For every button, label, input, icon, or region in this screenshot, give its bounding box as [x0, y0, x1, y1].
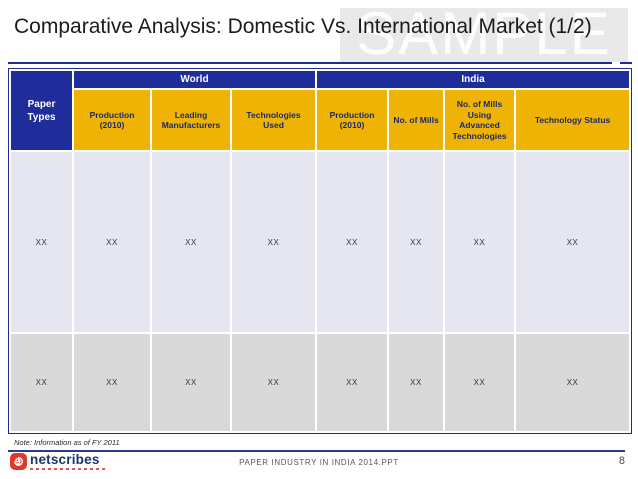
corner-header-paper-types: Paper Types [11, 71, 72, 150]
table-row: XX XX XX XX XX XX XX XX [11, 334, 630, 431]
group-header-world: World [74, 71, 316, 88]
table-cell: XX [11, 152, 72, 332]
note-text: Note: Information as of FY 2011 [14, 438, 120, 447]
slide-title: Comparative Analysis: Domestic Vs. Inter… [14, 15, 592, 38]
group-header-india: India [317, 71, 630, 88]
column-header-india-production: Production (2010) [317, 90, 388, 150]
footer-filename: PAPER INDUSTRY IN INDIA 2014.PPT [239, 458, 399, 467]
column-header-mills-advanced-tech: No. of Mills Using Advanced Technologies [445, 90, 515, 150]
table-cell: XX [152, 334, 230, 431]
table-cell: XX [317, 334, 388, 431]
table-cell: XX [232, 334, 316, 431]
page-number: 8 [618, 455, 625, 467]
sample-watermark: SAMPLE [340, 8, 628, 62]
table-column-header-row: Production (2010) Leading Manufacturers … [11, 90, 630, 150]
table-cell: XX [389, 152, 444, 332]
netscribes-logo-tagline [30, 468, 108, 470]
table-cell: XX [74, 334, 150, 431]
table-cell: XX [11, 334, 72, 431]
footer-divider [8, 450, 625, 452]
table-cell: XX [516, 334, 630, 431]
column-header-leading-manufacturers: Leading Manufacturers [152, 90, 230, 150]
netscribes-logo-text: netscribes [30, 452, 100, 467]
table-cell: XX [74, 152, 150, 332]
netscribes-logo: netscribes [10, 453, 108, 470]
comparison-table: Paper Types World India Production (2010… [8, 68, 633, 434]
table-row: XX XX XX XX XX XX XX XX [11, 152, 630, 332]
table-cell: XX [152, 152, 230, 332]
table-cell: XX [232, 152, 316, 332]
table-cell: XX [445, 152, 515, 332]
table-cell: XX [516, 152, 630, 332]
table-cell: XX [389, 334, 444, 431]
column-header-no-of-mills: No. of Mills [389, 90, 444, 150]
sample-watermark-text: SAMPLE [356, 8, 612, 62]
table-cell: XX [445, 334, 515, 431]
column-header-world-production: Production (2010) [74, 90, 150, 150]
column-header-technology-status: Technology Status [516, 90, 630, 150]
title-underline [8, 62, 612, 64]
column-header-technologies-used: Technologies Used [232, 90, 316, 150]
table-group-header-row: Paper Types World India [11, 71, 630, 150]
title-underline-dash [620, 62, 632, 64]
table-cell: XX [317, 152, 388, 332]
netscribes-logo-icon [10, 453, 27, 470]
